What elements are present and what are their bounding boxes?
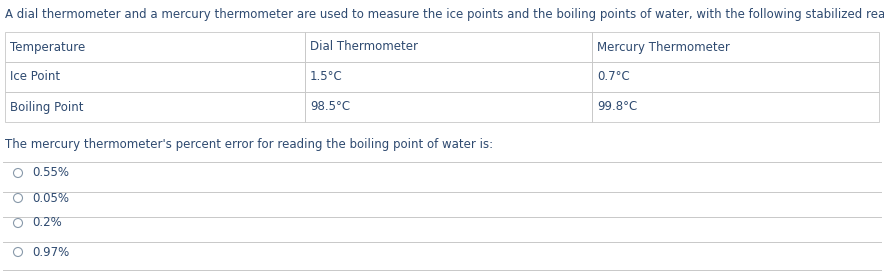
Text: 0.97%: 0.97%	[32, 245, 69, 259]
Bar	[5, 32, 305, 62]
Bar	[5, 92, 305, 122]
Bar	[305, 32, 592, 62]
Bar	[592, 62, 879, 92]
Bar	[592, 92, 879, 122]
Text: 1.5°C: 1.5°C	[310, 71, 343, 83]
Text: Dial Thermometer: Dial Thermometer	[310, 41, 418, 53]
Bar	[5, 62, 305, 92]
Bar	[305, 62, 592, 92]
Text: Boiling Point: Boiling Point	[10, 101, 83, 113]
Text: Ice Point: Ice Point	[10, 71, 60, 83]
Text: 0.2%: 0.2%	[32, 217, 62, 230]
Text: The mercury thermometer's percent error for reading the boiling point of water i: The mercury thermometer's percent error …	[5, 138, 493, 151]
Text: 0.05%: 0.05%	[32, 192, 69, 205]
Bar	[592, 32, 879, 62]
Text: 0.55%: 0.55%	[32, 167, 69, 180]
Text: 0.7°C: 0.7°C	[597, 71, 629, 83]
Text: Temperature: Temperature	[10, 41, 85, 53]
Text: Mercury Thermometer: Mercury Thermometer	[597, 41, 730, 53]
Bar	[305, 92, 592, 122]
Text: 99.8°C: 99.8°C	[597, 101, 637, 113]
Text: A dial thermometer and a mercury thermometer are used to measure the ice points : A dial thermometer and a mercury thermom…	[5, 8, 884, 21]
Text: 98.5°C: 98.5°C	[310, 101, 350, 113]
